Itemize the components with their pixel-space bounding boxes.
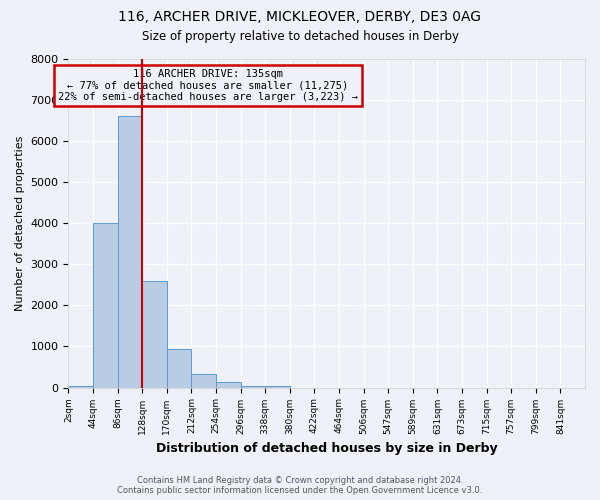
Text: Contains HM Land Registry data © Crown copyright and database right 2024.
Contai: Contains HM Land Registry data © Crown c… — [118, 476, 482, 495]
Bar — [216, 382, 241, 388]
Text: Size of property relative to detached houses in Derby: Size of property relative to detached ho… — [142, 30, 458, 43]
Bar — [167, 348, 191, 388]
Bar — [93, 224, 118, 388]
Y-axis label: Number of detached properties: Number of detached properties — [15, 136, 25, 311]
Bar — [265, 386, 290, 388]
Bar — [118, 116, 142, 388]
X-axis label: Distribution of detached houses by size in Derby: Distribution of detached houses by size … — [156, 442, 497, 455]
Bar — [142, 281, 167, 388]
Text: 116, ARCHER DRIVE, MICKLEOVER, DERBY, DE3 0AG: 116, ARCHER DRIVE, MICKLEOVER, DERBY, DE… — [119, 10, 482, 24]
Text: 116 ARCHER DRIVE: 135sqm
← 77% of detached houses are smaller (11,275)
22% of se: 116 ARCHER DRIVE: 135sqm ← 77% of detach… — [58, 69, 358, 102]
Bar — [68, 386, 93, 388]
Bar — [241, 386, 265, 388]
Bar — [191, 374, 216, 388]
